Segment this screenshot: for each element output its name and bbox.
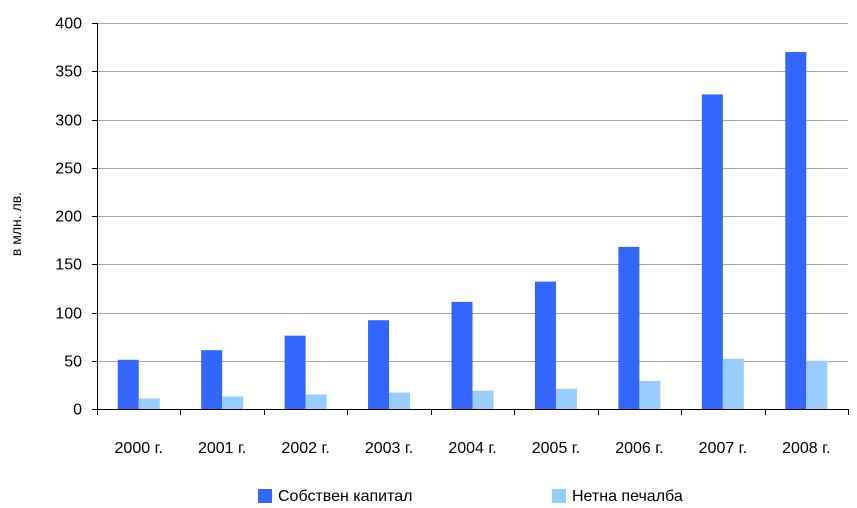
bar-equity <box>451 301 473 409</box>
y-tick-label: 300 <box>55 113 82 130</box>
bar-equity <box>117 359 139 409</box>
x-tick-label: 2003 г. <box>365 440 413 457</box>
x-tick-labels: 2000 г. 2001 г. 2002 г. 2003 г. 2004 г. 2005 … <box>115 440 831 457</box>
y-tick-label: 250 <box>55 161 82 178</box>
bar-net-profit <box>305 394 327 409</box>
y-tick-labels: 0 50 100 150 200 250 300 350 400 <box>55 16 82 419</box>
gridlines <box>97 23 848 362</box>
legend-label: Собствен капитал <box>278 488 413 505</box>
bar-net-profit <box>138 398 160 409</box>
bar-equity <box>618 246 640 409</box>
y-tick-label: 400 <box>55 16 82 33</box>
x-tick-label: 2004 г. <box>448 440 496 457</box>
bar-net-profit <box>555 388 577 409</box>
bar-equity <box>284 335 306 409</box>
x-tick-label: 2001 г. <box>198 440 246 457</box>
bars <box>117 51 828 409</box>
y-tick-label: 100 <box>55 306 82 323</box>
y-tick-label: 350 <box>55 64 82 81</box>
y-tick-label: 200 <box>55 209 82 226</box>
bar-equity <box>701 94 723 409</box>
axes <box>92 23 849 415</box>
y-tick-label: 0 <box>73 402 82 419</box>
legend-label: Нетна печалба <box>572 488 683 505</box>
x-tick-label: 2005 г. <box>532 440 580 457</box>
bar-net-profit <box>722 358 744 409</box>
bar-net-profit <box>806 360 828 409</box>
y-tick-label: 50 <box>64 354 82 371</box>
x-tick-label: 2007 г. <box>699 440 747 457</box>
bar-net-profit <box>639 381 661 409</box>
x-tick-label: 2006 г. <box>615 440 663 457</box>
bar-net-profit <box>472 390 494 409</box>
bar-equity <box>785 51 807 409</box>
x-tick-label: 2002 г. <box>281 440 329 457</box>
y-axis-label: в млн. лв. <box>8 192 24 256</box>
y-tick-label: 150 <box>55 257 82 274</box>
bar-net-profit <box>389 392 411 409</box>
legend-swatch <box>258 489 272 503</box>
legend: Собствен капитал Нетна печалба <box>258 488 683 505</box>
x-tick-label: 2008 г. <box>782 440 830 457</box>
bar-net-profit <box>222 396 244 409</box>
bar-equity <box>368 320 390 409</box>
bar-equity <box>534 281 556 409</box>
legend-swatch <box>552 489 566 503</box>
bar-equity <box>201 350 223 409</box>
x-tick-label: 2000 г. <box>115 440 163 457</box>
